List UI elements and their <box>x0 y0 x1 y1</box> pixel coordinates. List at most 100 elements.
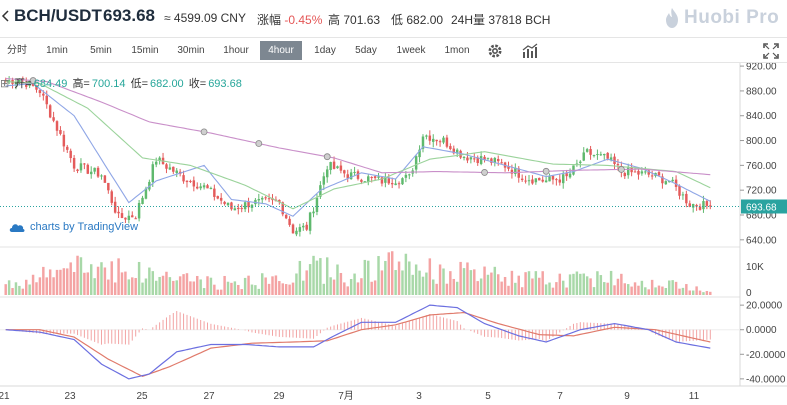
candle-body <box>295 230 298 235</box>
candle-body <box>76 169 79 171</box>
candle-body <box>561 174 565 184</box>
candle-body <box>421 136 425 149</box>
volume-bar <box>681 287 685 295</box>
candle-body <box>360 179 363 182</box>
interval-5min[interactable]: 5min <box>90 45 112 56</box>
time-tick-label: 3 <box>416 391 422 402</box>
interval-1min[interactable]: 1min <box>46 45 68 56</box>
volume-bar <box>695 286 698 295</box>
volume-bar <box>452 278 455 295</box>
volume-bar <box>48 269 52 295</box>
volume-bar <box>113 282 117 295</box>
volume-bar <box>599 275 603 295</box>
expand-icon[interactable] <box>762 42 780 60</box>
volume-bar <box>377 256 380 295</box>
interval-1week[interactable]: 1week <box>396 45 426 56</box>
logo-text: Huobi Pro <box>684 7 780 28</box>
candle-body <box>455 149 459 154</box>
candle-body <box>329 162 332 171</box>
bar-chart-icon[interactable] <box>521 42 539 60</box>
interval-30min[interactable]: 30min <box>177 45 205 56</box>
volume-bar <box>640 280 644 295</box>
interval-4hour[interactable]: 4hour <box>260 41 302 60</box>
candle-body <box>62 134 66 147</box>
close-label-ohlc: 收= <box>188 78 207 90</box>
kline-chart[interactable]: 920.00 880.00 840.00 800.00 760.00 720.00 680.… <box>0 63 787 405</box>
volume-bar <box>616 278 620 295</box>
volume-bar <box>325 257 329 295</box>
candle-body <box>257 199 261 201</box>
volume-bar <box>134 278 137 295</box>
change-value: -0.45% <box>284 13 323 27</box>
volume-bar <box>291 282 295 295</box>
interval-1hour[interactable]: 1hour <box>223 45 249 56</box>
candle-body <box>380 177 384 184</box>
collapse-arrow-icon[interactable] <box>1 10 11 22</box>
volume-bar <box>332 279 336 295</box>
macd-tick-label: -20.0000 <box>746 350 786 361</box>
interval-5day[interactable]: 5day <box>355 45 377 56</box>
volume-bar <box>555 282 558 295</box>
ma-marker <box>200 128 208 136</box>
candle-body <box>370 177 373 179</box>
volume-tick-label: 10K <box>746 262 764 273</box>
candle-body <box>596 154 599 156</box>
candle-body <box>589 149 592 155</box>
candle-body <box>185 180 189 183</box>
volume-bar <box>254 285 257 295</box>
macd-tick-label: 0.0000 <box>746 325 777 336</box>
candle-body <box>579 161 582 163</box>
tradingview-badge[interactable]: charts by TradingView <box>8 221 138 233</box>
ma-marker <box>542 167 550 175</box>
volume-bar <box>151 271 155 295</box>
candle-body <box>100 175 103 177</box>
volume-bar <box>432 279 435 295</box>
candle-body <box>678 185 681 196</box>
candle-body <box>671 179 674 182</box>
time-tick-label: 7 <box>557 391 563 402</box>
interval-1mon[interactable]: 1mon <box>444 45 470 56</box>
candle-body <box>343 170 346 174</box>
volume-bar <box>575 271 579 295</box>
candle-body <box>182 175 185 182</box>
volume-bar <box>541 271 544 295</box>
volume-bar <box>192 281 196 295</box>
candle-body <box>172 166 175 172</box>
candle-body <box>616 164 620 166</box>
volume-bar <box>185 273 189 295</box>
volume-bar <box>62 268 66 295</box>
volume-bar <box>384 260 387 295</box>
candle-body <box>452 148 455 154</box>
candle-body <box>83 163 86 165</box>
tradingview-text: charts by TradingView <box>30 221 139 233</box>
volume-bar <box>394 270 397 295</box>
ticker-header: BCH/USDT 693.68 ≈ 4599.09 CNY 涨幅 -0.45% … <box>0 0 787 36</box>
volume-bar <box>613 285 616 295</box>
volume-bar <box>103 267 107 295</box>
volume-bar <box>691 290 695 295</box>
huobi-logo: Huobi Pro <box>664 6 784 30</box>
volume-value: 37818 BCH <box>488 13 551 27</box>
volume-bar <box>449 271 452 295</box>
volume-bar <box>626 284 630 295</box>
volume-bar <box>216 289 219 295</box>
interval-15min[interactable]: 15min <box>131 45 159 56</box>
volume-bar <box>93 278 96 295</box>
interval-timeline[interactable]: 分时 <box>7 45 27 56</box>
candle-body <box>267 198 271 200</box>
volume-bar <box>308 264 312 295</box>
volume-bar <box>66 268 69 295</box>
volume-bar <box>592 287 596 295</box>
interval-1day[interactable]: 1day <box>314 45 336 56</box>
gear-icon[interactable] <box>486 42 504 60</box>
volume-bar <box>226 281 230 295</box>
volume-bar <box>425 272 428 295</box>
volume-bar <box>86 272 90 295</box>
candle-body <box>349 172 353 180</box>
ma-marker <box>29 77 37 84</box>
volume-bar <box>623 283 627 295</box>
candle-body <box>640 171 644 174</box>
time-tick-label: 5 <box>485 391 491 402</box>
volume-bar <box>154 280 158 295</box>
volume-bar <box>339 272 343 295</box>
